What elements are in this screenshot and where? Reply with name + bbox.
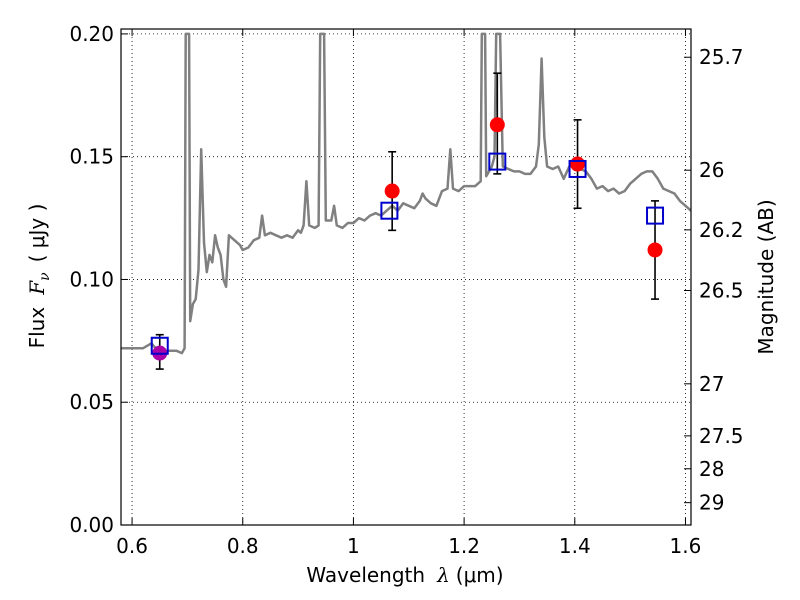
model-point [380,201,399,220]
right-tick-label: 27.5 [699,424,744,448]
observed-point [489,117,505,133]
y-tick-label: 0.00 [69,513,114,537]
right-tick-label: 29 [699,491,724,515]
axis-ticks: 0.6 0.8 1 1.2 1.4 1.6 0.00 0.05 0.10 0.15 0.20 25.7… [69,22,743,558]
y-tick-label: 0.20 [69,22,114,46]
x-tick-label: 1.2 [448,534,480,558]
x-axis-symbol: λ [436,563,450,587]
error-bars [155,72,660,370]
right-tick-label: 26.5 [699,279,744,303]
y-tick-label: 0.10 [69,267,114,291]
observed-point [384,183,400,199]
model-point [646,206,665,225]
y-axis-symbol: F [25,280,49,296]
observed-point [647,242,663,258]
y-tick-label: 0.05 [69,390,114,414]
y-axis-unit: ( μJy ) [25,204,49,263]
spectrum-line [121,32,691,355]
right-tick-label: 25.7 [699,45,744,69]
right-tick-label: 27 [699,372,724,396]
x-tick-label: 0.8 [227,534,259,558]
x-tick-label: 0.6 [116,534,148,558]
y-axis-label: Flux Fν ( μJy ) [25,204,53,349]
right-tick-label: 28 [699,457,724,481]
x-tick-label: 1.4 [559,534,591,558]
x-axis-unit: (μm) [456,563,504,587]
right-tick-label: 26.2 [699,218,744,242]
x-tick-label: 1.6 [670,534,702,558]
y-axis-label-text: Flux [25,307,49,349]
x-tick-label: 1 [347,534,360,558]
y-axis-subscript: ν [37,272,53,281]
model-spectrum [121,32,691,355]
model-point [488,152,507,171]
model-points [150,152,665,355]
model-point [150,336,169,355]
right-tick-label: 26 [699,158,724,182]
right-axis-label: Magnitude (AB) [754,199,778,354]
observed-point [570,156,586,172]
y-tick-label: 0.15 [69,145,114,169]
model-point [568,159,587,178]
grid-lines [121,29,691,526]
x-axis-label: Wavelength λ (μm) [306,563,503,587]
plot-frame [120,28,692,526]
x-axis-label-text: Wavelength [306,563,425,587]
